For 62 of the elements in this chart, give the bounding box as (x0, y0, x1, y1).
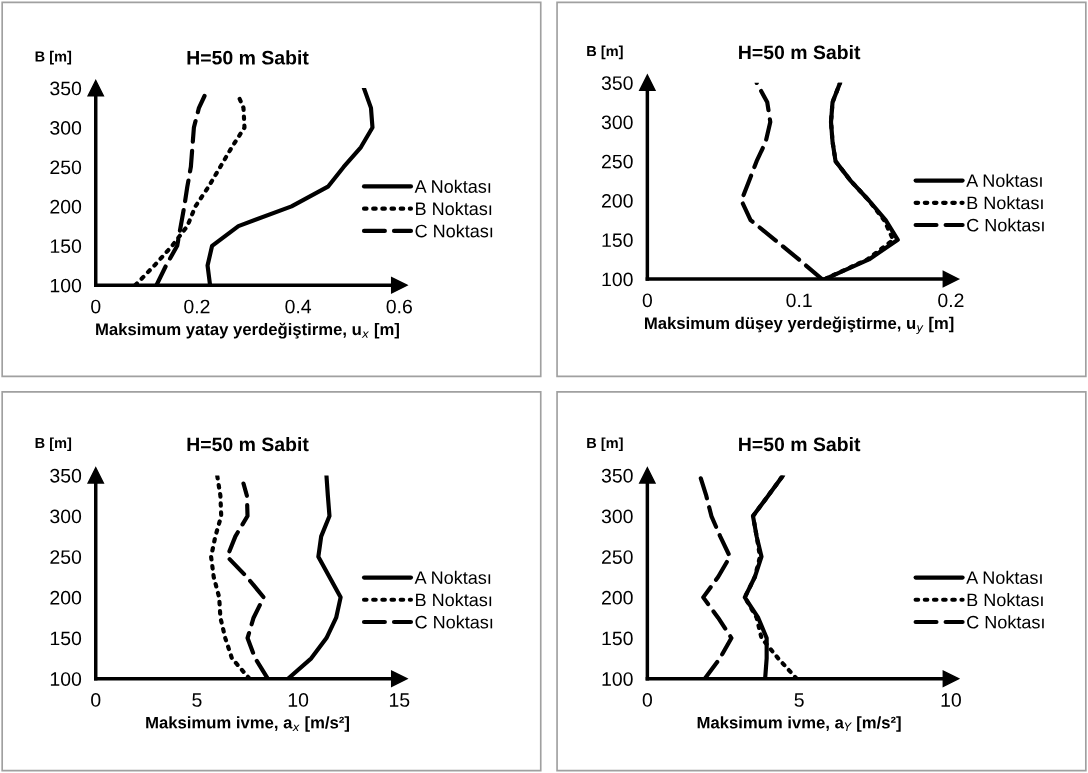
y-tick-label: 250 (50, 550, 82, 564)
legend-label: C Noktası (415, 224, 493, 238)
y-tick-label: 250 (50, 160, 82, 175)
y-tick-label: 350 (601, 76, 633, 90)
y-tick-label: 100 (50, 672, 82, 686)
y-tick-label: 150 (602, 631, 633, 646)
y-axis-title: B [m] (35, 50, 72, 65)
legend-label: C Noktası (967, 615, 1044, 629)
legend-label: A Noktası (414, 179, 491, 193)
x-tick-label: 10 (288, 693, 309, 707)
x-tick-label: 5 (794, 693, 804, 707)
y-axis-title: B [m] (587, 437, 623, 451)
y-tick-label: 100 (50, 278, 82, 293)
x-axis-title: Maksimum ivme, a$_{x}$ [m/s²] (146, 716, 349, 732)
y-tick-label: 200 (602, 590, 633, 605)
y-tick-label: 250 (602, 154, 633, 169)
y-tick-label: 350 (601, 468, 633, 483)
legend-label: B Noktası (967, 196, 1043, 210)
x-tick-label: 0 (91, 299, 101, 314)
x-axis-title: Maksimum düşey yerdeğiştirme, u$_{y}$ [m] (645, 316, 954, 335)
x-tick-label: 5 (192, 693, 202, 707)
y-tick-label: 100 (602, 672, 633, 686)
x-tick-label: 0.4 (285, 299, 312, 314)
x-tick-label: 10 (941, 693, 961, 707)
x-tick-label: 0 (642, 293, 653, 308)
legend-label: B Noktası (416, 201, 492, 216)
y-tick-label: 150 (50, 631, 82, 646)
y-axis-title: B [m] (587, 45, 623, 60)
y-tick-label: 300 (50, 121, 82, 135)
y-tick-label: 200 (602, 193, 633, 208)
chart-title: H=50 m Sabit (187, 50, 309, 65)
y-tick-label: 150 (50, 239, 82, 254)
y-tick-label: 100 (602, 272, 633, 287)
chart-title: H=50 m Sabit (739, 436, 861, 452)
x-tick-label: 0 (91, 693, 101, 707)
y-tick-label: 200 (50, 590, 82, 605)
legend-label: A Noktası (414, 570, 491, 585)
legend-label: B Noktası (967, 593, 1043, 607)
x-axis-title: Maksimum ivme, a$_{Y}$ [m/s²] (697, 716, 901, 732)
legend-label: A Noktası (966, 173, 1042, 188)
y-tick-label: 300 (50, 509, 82, 524)
chart-title: H=50 m Sabit (187, 436, 309, 452)
x-tick-label: 0.1 (786, 293, 812, 308)
y-tick-label: 350 (50, 468, 82, 483)
x-tick-label: 15 (389, 693, 410, 707)
legend-label: C Noktası (967, 218, 1044, 232)
x-axis-title: Maksimum yatay yerdeğiştirme, u$_{x}$ [m] (96, 322, 399, 339)
x-tick-label: 0 (642, 693, 653, 707)
y-tick-label: 300 (601, 115, 633, 130)
y-tick-label: 200 (50, 199, 82, 214)
y-tick-label: 150 (602, 233, 633, 248)
legend-label: A Noktası (966, 570, 1042, 585)
x-tick-label: 0.2 (938, 293, 964, 308)
y-tick-label: 350 (50, 81, 82, 96)
chart-title: H=50 m Sabit (739, 44, 861, 60)
legend-label: C Noktası (415, 615, 493, 629)
y-tick-label: 300 (601, 509, 633, 524)
x-tick-label: 0.2 (184, 299, 210, 314)
legend-label: B Noktası (416, 593, 492, 607)
y-tick-label: 250 (602, 550, 633, 564)
y-axis-title: B [m] (35, 437, 72, 451)
x-tick-label: 0.6 (386, 299, 412, 314)
